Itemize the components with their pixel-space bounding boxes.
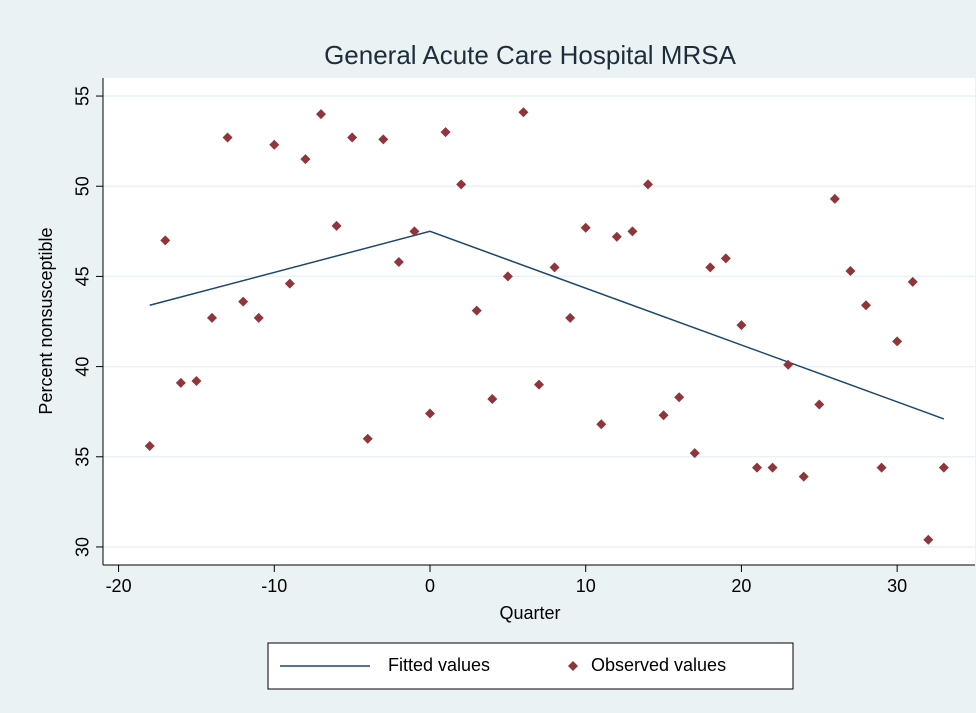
y-tick-label: 30	[73, 537, 93, 557]
marker	[487, 394, 498, 405]
marker	[907, 276, 918, 287]
marker	[440, 127, 451, 138]
y-tick-label: 40	[73, 357, 93, 377]
y-tick-label: 55	[73, 86, 93, 106]
legend-label: Fitted values	[388, 655, 490, 675]
chart-title: General Acute Care Hospital MRSA	[324, 40, 737, 70]
marker	[284, 278, 295, 289]
x-tick-label: 10	[576, 576, 596, 596]
marker	[409, 226, 420, 237]
x-tick-label: -20	[106, 576, 132, 596]
marker	[471, 305, 482, 316]
marker	[845, 265, 856, 276]
marker	[518, 107, 529, 118]
marker	[253, 312, 264, 323]
marker	[736, 320, 747, 331]
marker	[269, 139, 280, 150]
marker	[783, 359, 794, 370]
marker	[596, 419, 607, 430]
y-tick-label: 35	[73, 447, 93, 467]
marker	[549, 262, 560, 273]
marker	[207, 312, 217, 323]
marker	[300, 154, 311, 165]
marker	[923, 534, 934, 545]
marker	[643, 179, 653, 190]
y-tick-label: 45	[73, 266, 93, 286]
y-tick-label: 50	[73, 176, 93, 196]
marker	[580, 222, 591, 233]
x-tick-label: 0	[425, 576, 435, 596]
marker	[798, 471, 809, 482]
marker	[362, 433, 373, 444]
plot-area	[103, 78, 975, 565]
marker	[814, 399, 825, 410]
marker	[705, 262, 716, 273]
x-tick-label: 20	[731, 576, 751, 596]
y-axis-label: Percent nonsusceptible	[36, 227, 56, 414]
marker	[393, 256, 404, 267]
marker	[238, 296, 249, 307]
marker	[534, 379, 544, 390]
marker	[191, 376, 202, 387]
marker	[425, 408, 435, 419]
marker	[347, 132, 358, 143]
marker	[720, 253, 731, 264]
marker	[611, 231, 622, 242]
legend-swatch	[568, 661, 578, 671]
marker	[829, 193, 840, 204]
marker	[938, 462, 949, 473]
x-tick-label: 30	[887, 576, 907, 596]
marker	[316, 109, 326, 120]
marker	[767, 462, 778, 473]
marker	[222, 132, 233, 143]
marker	[331, 220, 342, 231]
x-axis-label: Quarter	[499, 603, 560, 623]
marker	[876, 462, 887, 473]
x-tick-label: -10	[261, 576, 287, 596]
marker	[861, 300, 871, 311]
marker	[674, 392, 685, 403]
marker	[752, 462, 762, 473]
marker	[892, 336, 903, 347]
marker	[144, 440, 155, 451]
marker	[378, 134, 389, 145]
marker	[175, 377, 186, 388]
legend-label: Observed values	[591, 655, 726, 675]
marker	[658, 410, 669, 421]
marker	[160, 235, 171, 246]
marker	[565, 312, 576, 323]
marker	[689, 448, 700, 459]
fitted-line	[149, 230, 945, 420]
marker	[627, 226, 638, 237]
marker	[502, 271, 513, 282]
marker	[456, 179, 467, 190]
